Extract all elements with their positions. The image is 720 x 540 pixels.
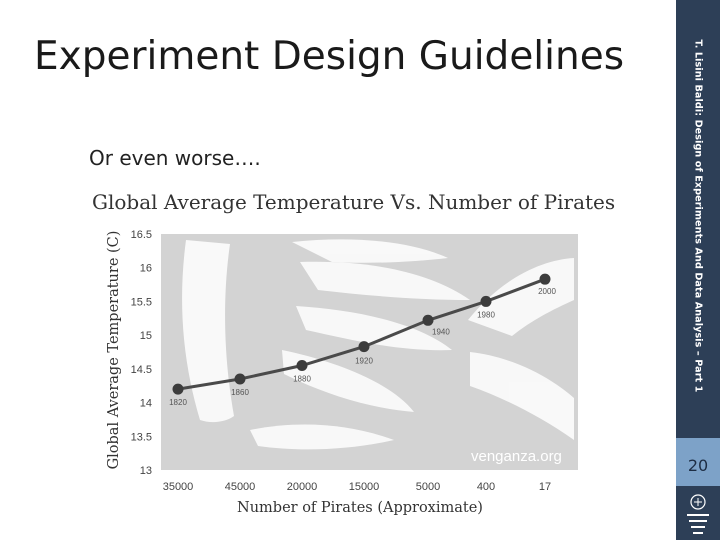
x-tick-label: 400 <box>477 481 495 493</box>
data-point <box>539 273 551 285</box>
y-axis-label: Global Average Temperature (C) <box>106 231 122 470</box>
point-year-label: 1940 <box>432 327 450 336</box>
x-axis-label: Number of Pirates (Approximate) <box>237 500 483 516</box>
y-tick-label: 16.5 <box>131 229 152 241</box>
fish-skeleton-watermark <box>182 239 574 450</box>
chart-title: Global Average Temperature Vs. Number of… <box>92 190 616 214</box>
point-year-label: 1980 <box>477 310 495 319</box>
point-year-label: 1820 <box>169 398 187 407</box>
x-tick-label: 35000 <box>163 481 194 493</box>
y-tick-label: 16 <box>140 263 152 275</box>
data-point <box>358 341 370 353</box>
y-tick-label: 15 <box>140 330 152 342</box>
y-tick-label: 13.5 <box>131 431 152 443</box>
page-number-box <box>676 438 720 486</box>
x-tick-label: 45000 <box>225 481 256 493</box>
data-point <box>234 373 246 385</box>
y-tick-label: 14 <box>140 398 152 410</box>
point-year-label: 2000 <box>538 287 556 296</box>
data-point <box>480 295 492 307</box>
point-year-label: 1920 <box>355 357 373 366</box>
slide-title: Experiment Design Guidelines <box>34 34 625 79</box>
pirates-temperature-chart: venganza.org 16.5 16 15.5 15 14.5 14 13.5 13 35… <box>106 229 578 516</box>
x-tick-label: 20000 <box>287 481 318 493</box>
data-point <box>296 359 308 371</box>
x-tick-label: 17 <box>539 481 551 493</box>
slide-subtitle: Or even worse…. <box>89 146 261 170</box>
y-tick-label: 14.5 <box>131 364 152 376</box>
data-point <box>422 314 434 326</box>
y-tick-label: 15.5 <box>131 296 152 308</box>
point-year-label: 1880 <box>293 374 311 383</box>
data-point <box>172 383 184 395</box>
sidebar-footer-text: T. Lisini Baldi: Design of Experiments A… <box>692 39 704 393</box>
y-tick-label: 13 <box>140 465 152 477</box>
x-tick-label: 15000 <box>349 481 380 493</box>
watermark-text: venganza.org <box>471 448 562 465</box>
point-year-label: 1860 <box>231 388 249 397</box>
university-logo <box>687 494 709 534</box>
x-tick-label: 5000 <box>416 481 440 493</box>
page-number: 20 <box>687 456 709 475</box>
